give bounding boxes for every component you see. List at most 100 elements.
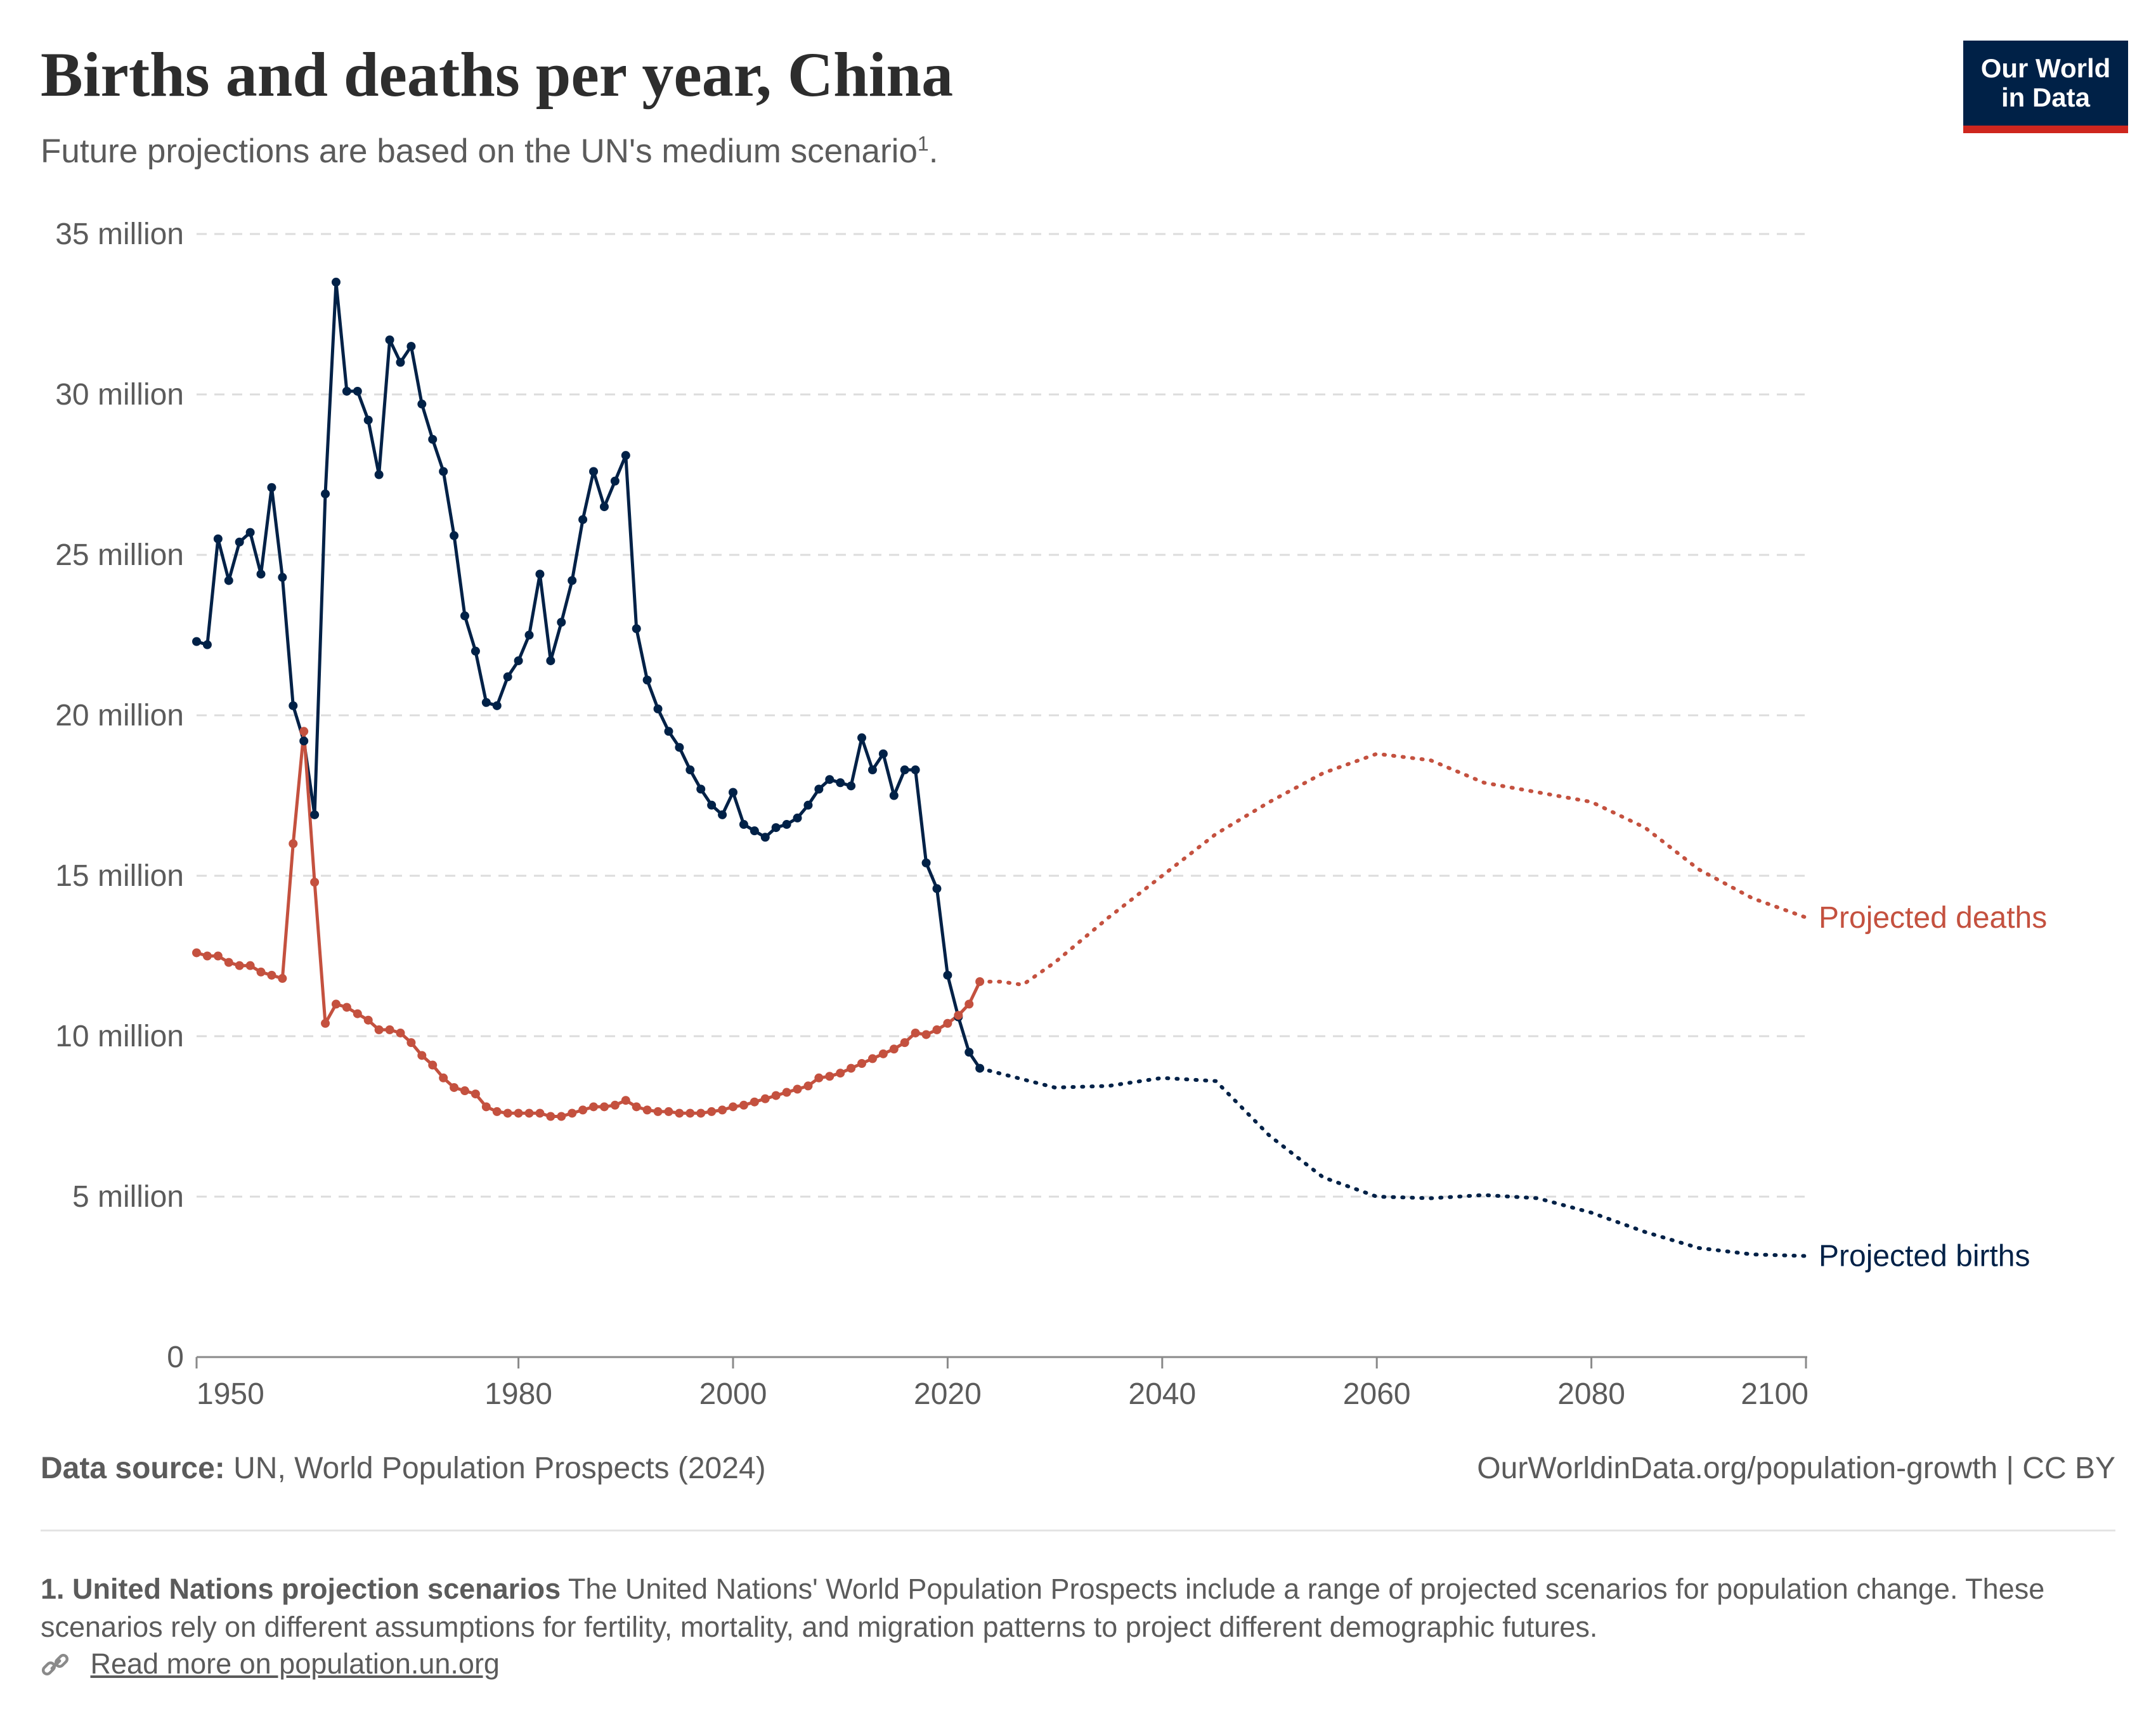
deaths-point [621, 1096, 630, 1105]
births-point [642, 675, 652, 685]
y-tick-label: 35 million [55, 218, 184, 251]
births-point [771, 823, 781, 833]
births-point [750, 826, 759, 836]
source-text: UN, World Population Prospects (2024) [233, 1452, 766, 1485]
births-point [524, 630, 534, 640]
deaths-point [535, 1108, 545, 1118]
births_projected-label: Projected births [1819, 1240, 2030, 1273]
births-point [481, 698, 491, 707]
source-url[interactable]: OurWorldinData.org/population-growth | C… [1477, 1452, 2115, 1485]
deaths-point [492, 1107, 502, 1116]
births-point [289, 701, 298, 710]
births-point [310, 810, 320, 819]
deaths-point [975, 977, 985, 986]
deaths-point [675, 1108, 684, 1118]
births_projected-line [978, 1066, 1808, 1258]
axes: 0 5 million 10 million 15 million 20 million… [55, 218, 1809, 1411]
births-point [964, 1048, 974, 1057]
births-point [878, 749, 888, 758]
births-point [921, 858, 931, 868]
data-source: Data source: UN, World Population Prospe… [41, 1451, 766, 1486]
births-point [889, 791, 899, 800]
deaths-point [718, 1105, 727, 1115]
footnote-marker[interactable]: 1 [917, 132, 929, 155]
series-labels: Projected births Projected deaths [1819, 901, 2047, 1273]
deaths-point [310, 878, 320, 887]
x-tick-label: 1980 [484, 1377, 552, 1411]
deaths-point [321, 1018, 330, 1028]
deaths-point [599, 1102, 609, 1112]
deaths-point [685, 1108, 695, 1118]
deaths-point [568, 1108, 577, 1118]
deaths-point [867, 1054, 877, 1063]
deaths-point [964, 999, 974, 1009]
deaths-point [278, 973, 287, 983]
deaths-point [331, 999, 341, 1009]
deaths-point [932, 1025, 942, 1034]
births-point [439, 467, 448, 476]
deaths-point [546, 1112, 555, 1121]
deaths-point [450, 1082, 459, 1092]
births-point [256, 569, 266, 579]
deaths-point [739, 1100, 748, 1110]
deaths-point [439, 1073, 448, 1082]
deaths_projected-label: Projected deaths [1819, 901, 2047, 935]
deaths-point [803, 1081, 813, 1091]
x-tick-label: 2100 [1741, 1377, 1809, 1411]
births-point [406, 342, 416, 351]
births-point [535, 569, 545, 579]
read-more-link[interactable]: Read more on population.un.org [90, 1648, 500, 1680]
owid-logo[interactable]: Our World in Data [1963, 41, 2128, 133]
deaths-point [943, 1018, 952, 1028]
x-tick-label: 2040 [1128, 1377, 1196, 1411]
x-tick-label: 2080 [1557, 1377, 1625, 1411]
deaths-point [825, 1072, 834, 1081]
deaths-point [847, 1063, 856, 1073]
births-point [299, 736, 309, 746]
deaths-point [664, 1107, 673, 1116]
deaths-point [632, 1102, 641, 1112]
logo-line-1: Our World [1980, 53, 2111, 83]
logo-line-2: in Data [2001, 82, 2091, 112]
footnote-title: 1. United Nations projection scenarios [41, 1573, 561, 1605]
births-point [911, 765, 920, 775]
deaths-point [771, 1091, 781, 1100]
births-point [847, 781, 856, 791]
chart-subtitle: Future projections are based on the UN's… [41, 132, 938, 171]
births-point [235, 537, 244, 547]
deaths-point [696, 1108, 706, 1118]
births-point [632, 624, 641, 634]
births-point [932, 884, 942, 894]
deaths-point [954, 1011, 963, 1020]
births-point [589, 467, 599, 476]
deaths-point [760, 1094, 770, 1103]
deaths-point [750, 1097, 759, 1107]
x-tick-label: 2060 [1343, 1377, 1411, 1411]
deaths-point [267, 970, 276, 980]
births-point [760, 833, 770, 842]
births-point [599, 502, 609, 512]
deaths-point [202, 951, 212, 961]
deaths-point [299, 727, 309, 736]
deaths_projected-line [978, 751, 1808, 987]
deaths-point [782, 1088, 791, 1097]
deaths-point [213, 951, 223, 961]
source-label: Data source: [41, 1452, 225, 1485]
chart-title: Births and deaths per year, China [41, 39, 954, 110]
deaths-point [557, 1112, 566, 1121]
births-point [202, 640, 212, 649]
births-point [857, 733, 867, 743]
births-point [213, 534, 223, 543]
births-point [867, 765, 877, 775]
births-point [460, 611, 469, 621]
deaths-point [524, 1108, 534, 1118]
deaths-point [610, 1100, 620, 1110]
deaths-point [857, 1059, 867, 1069]
deaths-point [417, 1051, 427, 1060]
line-chart: 0 5 million 10 million 15 million 20 million… [55, 218, 2047, 1411]
births-point [675, 743, 684, 752]
read-more[interactable]: Read more on population.un.org [41, 1648, 500, 1680]
births-point [685, 765, 695, 775]
y-tick-label: 30 million [55, 378, 184, 412]
births-point [729, 788, 737, 797]
